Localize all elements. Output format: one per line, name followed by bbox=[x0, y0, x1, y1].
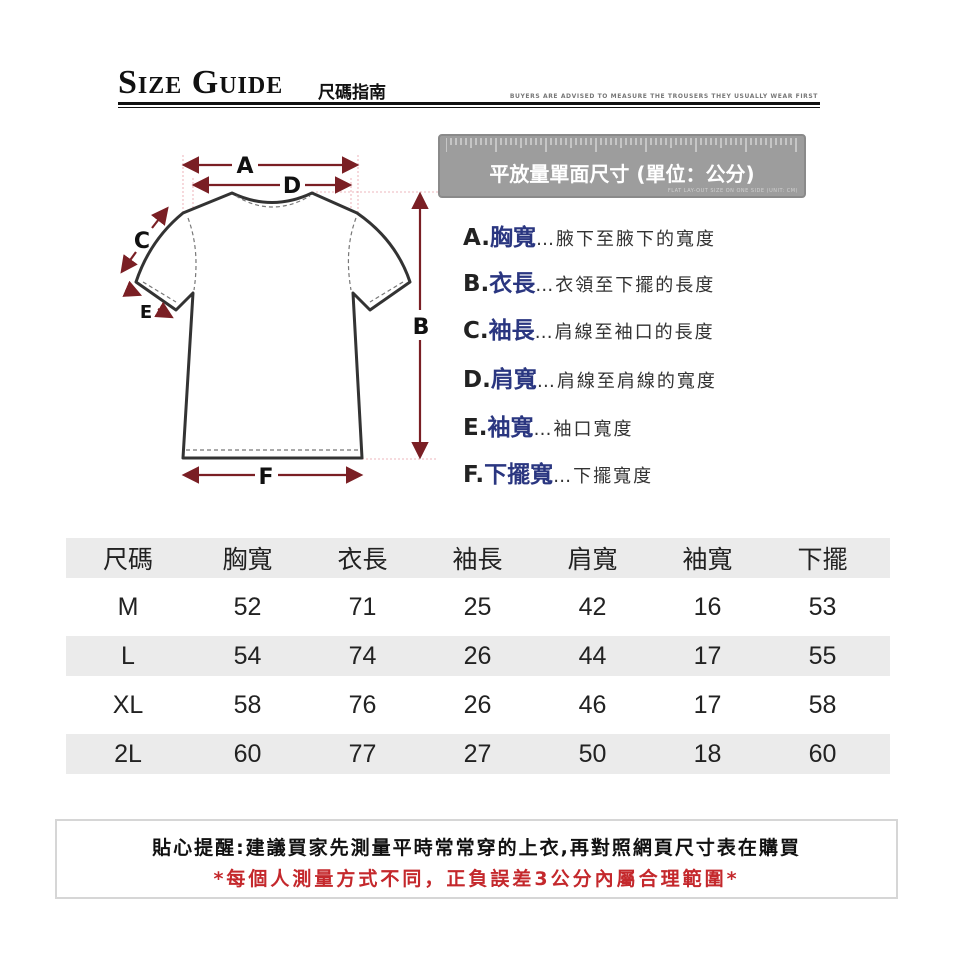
table-row: L 54 74 26 44 17 55 bbox=[66, 636, 890, 676]
table-cell: 16 bbox=[693, 592, 722, 621]
legend-item: F.下擺寬…下擺寬度 bbox=[463, 462, 654, 488]
table-cell: 18 bbox=[693, 739, 722, 768]
divider bbox=[118, 102, 820, 105]
ruler-banner: 平放量單面尺寸 (單位：公分) FLAT LAY-OUT SIZE ON ONE… bbox=[438, 134, 806, 198]
table-row: XL 58 76 26 46 17 58 bbox=[66, 685, 890, 725]
legend-item: B.衣長…衣領至下擺的長度 bbox=[463, 271, 716, 297]
table-row: M 52 71 25 42 16 53 bbox=[66, 587, 890, 627]
tshirt-diagram: A D B F C E bbox=[120, 154, 438, 490]
table-cell: 52 bbox=[233, 592, 262, 621]
label-c: C bbox=[134, 229, 150, 254]
header-cell: 下擺 bbox=[797, 546, 848, 574]
page-title: Size Guide bbox=[118, 64, 284, 101]
header-cell: 衣長 bbox=[337, 546, 388, 574]
header-cell: 尺碼 bbox=[102, 546, 153, 574]
label-d: D bbox=[283, 174, 301, 199]
table-cell: 50 bbox=[578, 739, 607, 768]
table-row: 2L 60 77 27 50 18 60 bbox=[66, 734, 890, 774]
table-cell: 77 bbox=[348, 739, 377, 768]
ruler-title: 平放量單面尺寸 (單位：公分) bbox=[489, 162, 755, 186]
reminder-text: 貼心提醒:建議買家先測量平時常常穿的上衣,再對照網頁尺寸表在購買 bbox=[152, 837, 801, 859]
header-cell: 肩寬 bbox=[567, 546, 618, 574]
table-cell: 58 bbox=[233, 690, 262, 719]
divider bbox=[118, 107, 820, 108]
table-cell: 26 bbox=[463, 641, 492, 670]
table-cell: XL bbox=[112, 690, 144, 719]
page-subtitle: BUYERS ARE ADVISED TO MEASURE THE TROUSE… bbox=[509, 93, 818, 100]
table-cell: 44 bbox=[578, 641, 607, 670]
ruler-subtitle: FLAT LAY-OUT SIZE ON ONE SIDE (UNIT: CM) bbox=[667, 188, 798, 194]
tolerance-note: *每個人測量方式不同，正負誤差3公分內屬合理範圍* bbox=[213, 868, 740, 890]
table-cell: 2L bbox=[114, 739, 142, 768]
legend-item: D.肩寬…肩線至肩線的寬度 bbox=[463, 367, 717, 393]
legend-item: C.袖長…肩線至袖口的長度 bbox=[463, 318, 715, 344]
table-cell: 54 bbox=[233, 641, 262, 670]
legend-item: E.袖寬…袖口寬度 bbox=[463, 415, 634, 441]
label-b: B bbox=[413, 315, 430, 340]
table-cell: 25 bbox=[463, 592, 492, 621]
header-cell: 袖長 bbox=[452, 546, 503, 574]
table-cell: 42 bbox=[578, 592, 607, 621]
table-cell: 53 bbox=[808, 592, 837, 621]
label-e: E bbox=[140, 302, 152, 323]
table-cell: 60 bbox=[233, 739, 262, 768]
reminder-box: 貼心提醒:建議買家先測量平時常常穿的上衣,再對照網頁尺寸表在購買 *每個人測量方… bbox=[55, 819, 898, 899]
header-cell: 袖寬 bbox=[682, 546, 733, 574]
table-cell: 46 bbox=[578, 690, 607, 719]
table-cell: L bbox=[121, 641, 135, 670]
size-table: 尺碼 胸寬 衣長 袖長 肩寬 袖寬 下擺 M 52 71 25 42 16 53 L 54 74 26 44 17 55… bbox=[66, 538, 890, 783]
header-cell: 胸寬 bbox=[222, 546, 273, 574]
table-cell: 55 bbox=[808, 641, 837, 670]
table-header: 尺碼 胸寬 衣長 袖長 肩寬 袖寬 下擺 bbox=[66, 538, 890, 578]
ruler-ticks bbox=[446, 138, 797, 152]
table-cell: M bbox=[117, 592, 139, 621]
table-cell: 58 bbox=[808, 690, 837, 719]
table-cell: 71 bbox=[348, 592, 377, 621]
label-f: F bbox=[258, 465, 273, 490]
table-cell: 26 bbox=[463, 690, 492, 719]
legend-item: A.胸寬…腋下至腋下的寬度 bbox=[463, 225, 716, 251]
table-cell: 17 bbox=[693, 690, 722, 719]
table-cell: 60 bbox=[808, 739, 837, 768]
table-cell: 76 bbox=[348, 690, 377, 719]
table-cell: 17 bbox=[693, 641, 722, 670]
table-cell: 27 bbox=[463, 739, 492, 768]
tshirt-outline bbox=[134, 191, 412, 460]
page-title-cn: 尺碼指南 bbox=[318, 83, 386, 103]
table-cell: 74 bbox=[348, 641, 377, 670]
label-a: A bbox=[236, 154, 253, 179]
